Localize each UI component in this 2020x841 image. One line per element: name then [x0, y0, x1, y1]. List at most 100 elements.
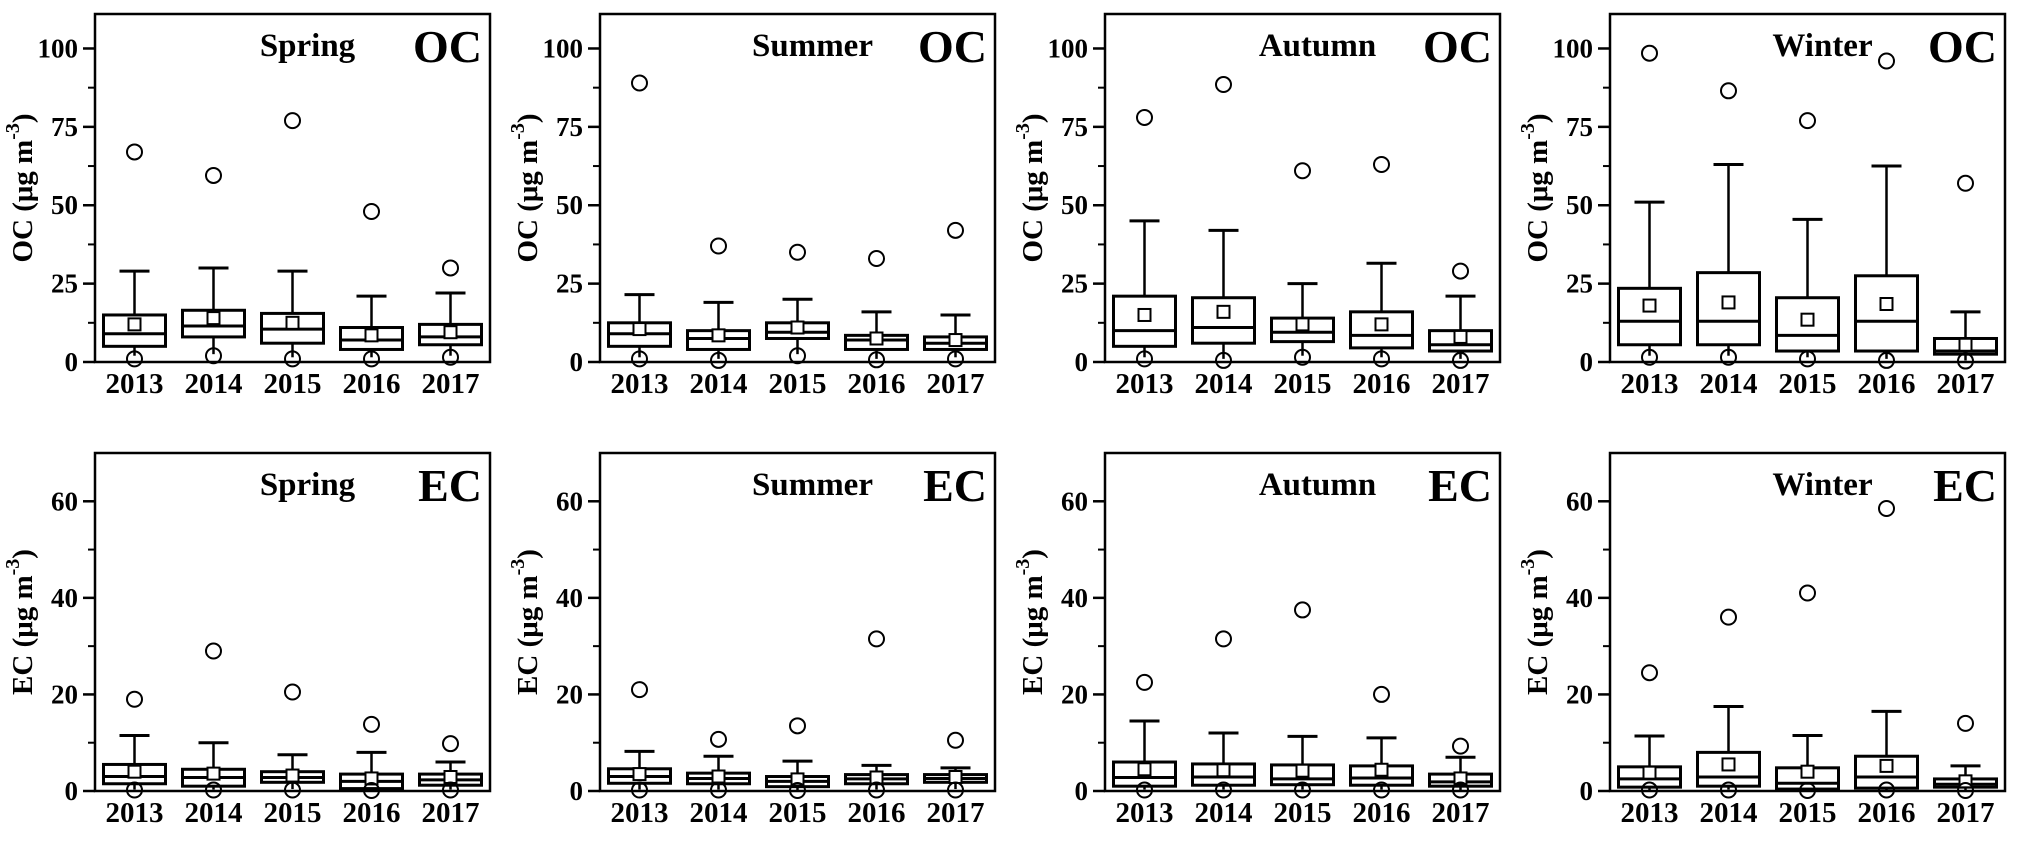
- mean-marker: [1721, 757, 1736, 772]
- outlier-high-point: [126, 690, 143, 708]
- y-tick-label: 50: [51, 190, 78, 220]
- mean-marker: [1295, 317, 1310, 332]
- y-tick-label: 40: [51, 583, 78, 613]
- outlier-low-point: [205, 781, 222, 799]
- y-axis-label: OC (μg m-3): [507, 113, 544, 262]
- x-tick-label: 2016: [1353, 797, 1411, 829]
- x-tick-label: 2016: [848, 797, 906, 829]
- x-tick-label: 2015: [1779, 368, 1837, 400]
- outlier-low-point: [1136, 781, 1153, 799]
- mean-marker: [711, 769, 726, 784]
- boxplot-2013: [607, 74, 672, 368]
- y-tick-label: 40: [1566, 583, 1593, 613]
- x-tick-label: 2014: [1195, 797, 1253, 829]
- mean-marker: [1453, 771, 1468, 786]
- boxplot-2013: [1617, 664, 1682, 799]
- x-tick-label: 2014: [1195, 368, 1253, 400]
- mean-marker: [1374, 762, 1389, 777]
- outlier-low-point: [1294, 348, 1311, 366]
- outlier-high-point: [205, 642, 222, 660]
- y-tick-label: 0: [65, 776, 79, 806]
- outlier-low-point: [1957, 352, 1974, 370]
- y-axis-label: EC (μg m-3): [2, 549, 39, 695]
- outlier-high-point: [1294, 601, 1311, 619]
- chart-panel-autumn-ec: 0 20 40 60 EC (μg m-3) Autumn EC 2013 2014 2015 20…: [1010, 418, 1515, 836]
- boxplot-2017: [1933, 174, 1998, 370]
- outlier-low-point: [205, 347, 222, 365]
- outlier-high-point: [363, 203, 380, 221]
- mean-marker: [948, 333, 963, 348]
- outlier-low-point: [631, 350, 648, 368]
- x-tick-label: 2013: [106, 368, 164, 400]
- outlier-low-point: [631, 781, 648, 799]
- boxplot-2013: [102, 143, 167, 368]
- y-tick-label: 0: [1580, 347, 1594, 377]
- x-tick-label: 2013: [1116, 368, 1174, 400]
- y-tick-label: 0: [1075, 347, 1089, 377]
- species-title: EC: [1933, 460, 1997, 511]
- x-tick-label: 2015: [264, 368, 322, 400]
- x-tick-label: 2013: [1621, 797, 1679, 829]
- outlier-low-point: [126, 350, 143, 368]
- outlier-high-point: [1294, 162, 1311, 180]
- mean-marker: [1800, 312, 1815, 327]
- outlier-low-point: [442, 348, 459, 366]
- chart-panel-spring-oc: 0 25 50 75 100 OC (μg m-3) Spring OC 2013 2014 201…: [0, 0, 505, 418]
- y-tick-label: 40: [1061, 583, 1088, 613]
- boxplot-2015: [1270, 162, 1335, 366]
- outlier-low-point: [1957, 782, 1974, 800]
- y-tick-label: 0: [65, 347, 79, 377]
- outlier-high-point: [442, 735, 459, 753]
- boxplot-chart-autumn-ec: 0 20 40 60 EC (μg m-3) Autumn EC 2013 2014 2015 20…: [1012, 451, 1502, 829]
- x-tick-label: 2015: [264, 797, 322, 829]
- y-tick-label: 0: [1580, 776, 1594, 806]
- y-tick-label: 25: [51, 269, 78, 299]
- x-tick-label: 2017: [927, 797, 985, 829]
- y-tick-label: 100: [543, 33, 584, 63]
- x-tick-label: 2017: [422, 368, 480, 400]
- outlier-high-point: [205, 166, 222, 184]
- x-tick-label: 2013: [611, 368, 669, 400]
- outlier-high-point: [631, 74, 648, 92]
- boxplot-chart-spring-ec: 0 20 40 60 EC (μg m-3) Spring EC 2013 2014 2015 20…: [2, 451, 492, 829]
- season-title: Winter: [1772, 467, 1872, 503]
- boxplot-2015: [765, 243, 830, 365]
- y-axis-label: OC (μg m-3): [1517, 113, 1554, 262]
- boxplot-2013: [1617, 44, 1682, 366]
- y-axis-label: EC (μg m-3): [507, 549, 544, 695]
- x-tick-label: 2016: [343, 368, 401, 400]
- mean-marker: [285, 315, 300, 330]
- x-tick-label: 2013: [611, 797, 669, 829]
- mean-marker: [1642, 298, 1657, 313]
- outlier-low-point: [710, 351, 727, 369]
- y-tick-label: 75: [556, 112, 583, 142]
- boxplot-chart-winter-ec: 0 20 40 60 EC (μg m-3) Winter EC 2013 2014 2015 20…: [1517, 451, 2007, 829]
- chart-panel-summer-oc: 0 25 50 75 100 OC (μg m-3) Summer OC 2013 2014 201…: [505, 0, 1010, 418]
- boxplot-2014: [181, 642, 246, 799]
- y-tick-label: 25: [556, 269, 583, 299]
- plot-frame: [1103, 451, 1502, 793]
- x-tick-label: 2017: [422, 797, 480, 829]
- species-title: OC: [1928, 21, 1997, 72]
- boxplot-2013: [102, 690, 167, 799]
- mean-marker: [206, 766, 221, 781]
- season-title: Summer: [752, 467, 873, 503]
- mean-marker: [443, 325, 458, 340]
- boxplot-2014: [1191, 76, 1256, 369]
- season-title: Spring: [260, 28, 356, 64]
- mean-marker: [285, 768, 300, 783]
- x-tick-label: 2016: [1858, 368, 1916, 400]
- outlier-low-point: [1294, 781, 1311, 799]
- outlier-high-point: [1215, 630, 1232, 648]
- x-tick-label: 2015: [769, 368, 827, 400]
- mean-marker: [1721, 295, 1736, 310]
- boxplot-2016: [1349, 155, 1414, 368]
- iqr-box: [1617, 286, 1682, 347]
- outlier-high-point: [1799, 112, 1816, 130]
- outlier-high-point: [1452, 737, 1469, 755]
- boxplot-2017: [923, 731, 988, 799]
- outlier-low-point: [284, 781, 301, 799]
- boxplot-2013: [1112, 108, 1177, 368]
- outlier-high-point: [710, 237, 727, 255]
- plot-frame: [598, 12, 997, 364]
